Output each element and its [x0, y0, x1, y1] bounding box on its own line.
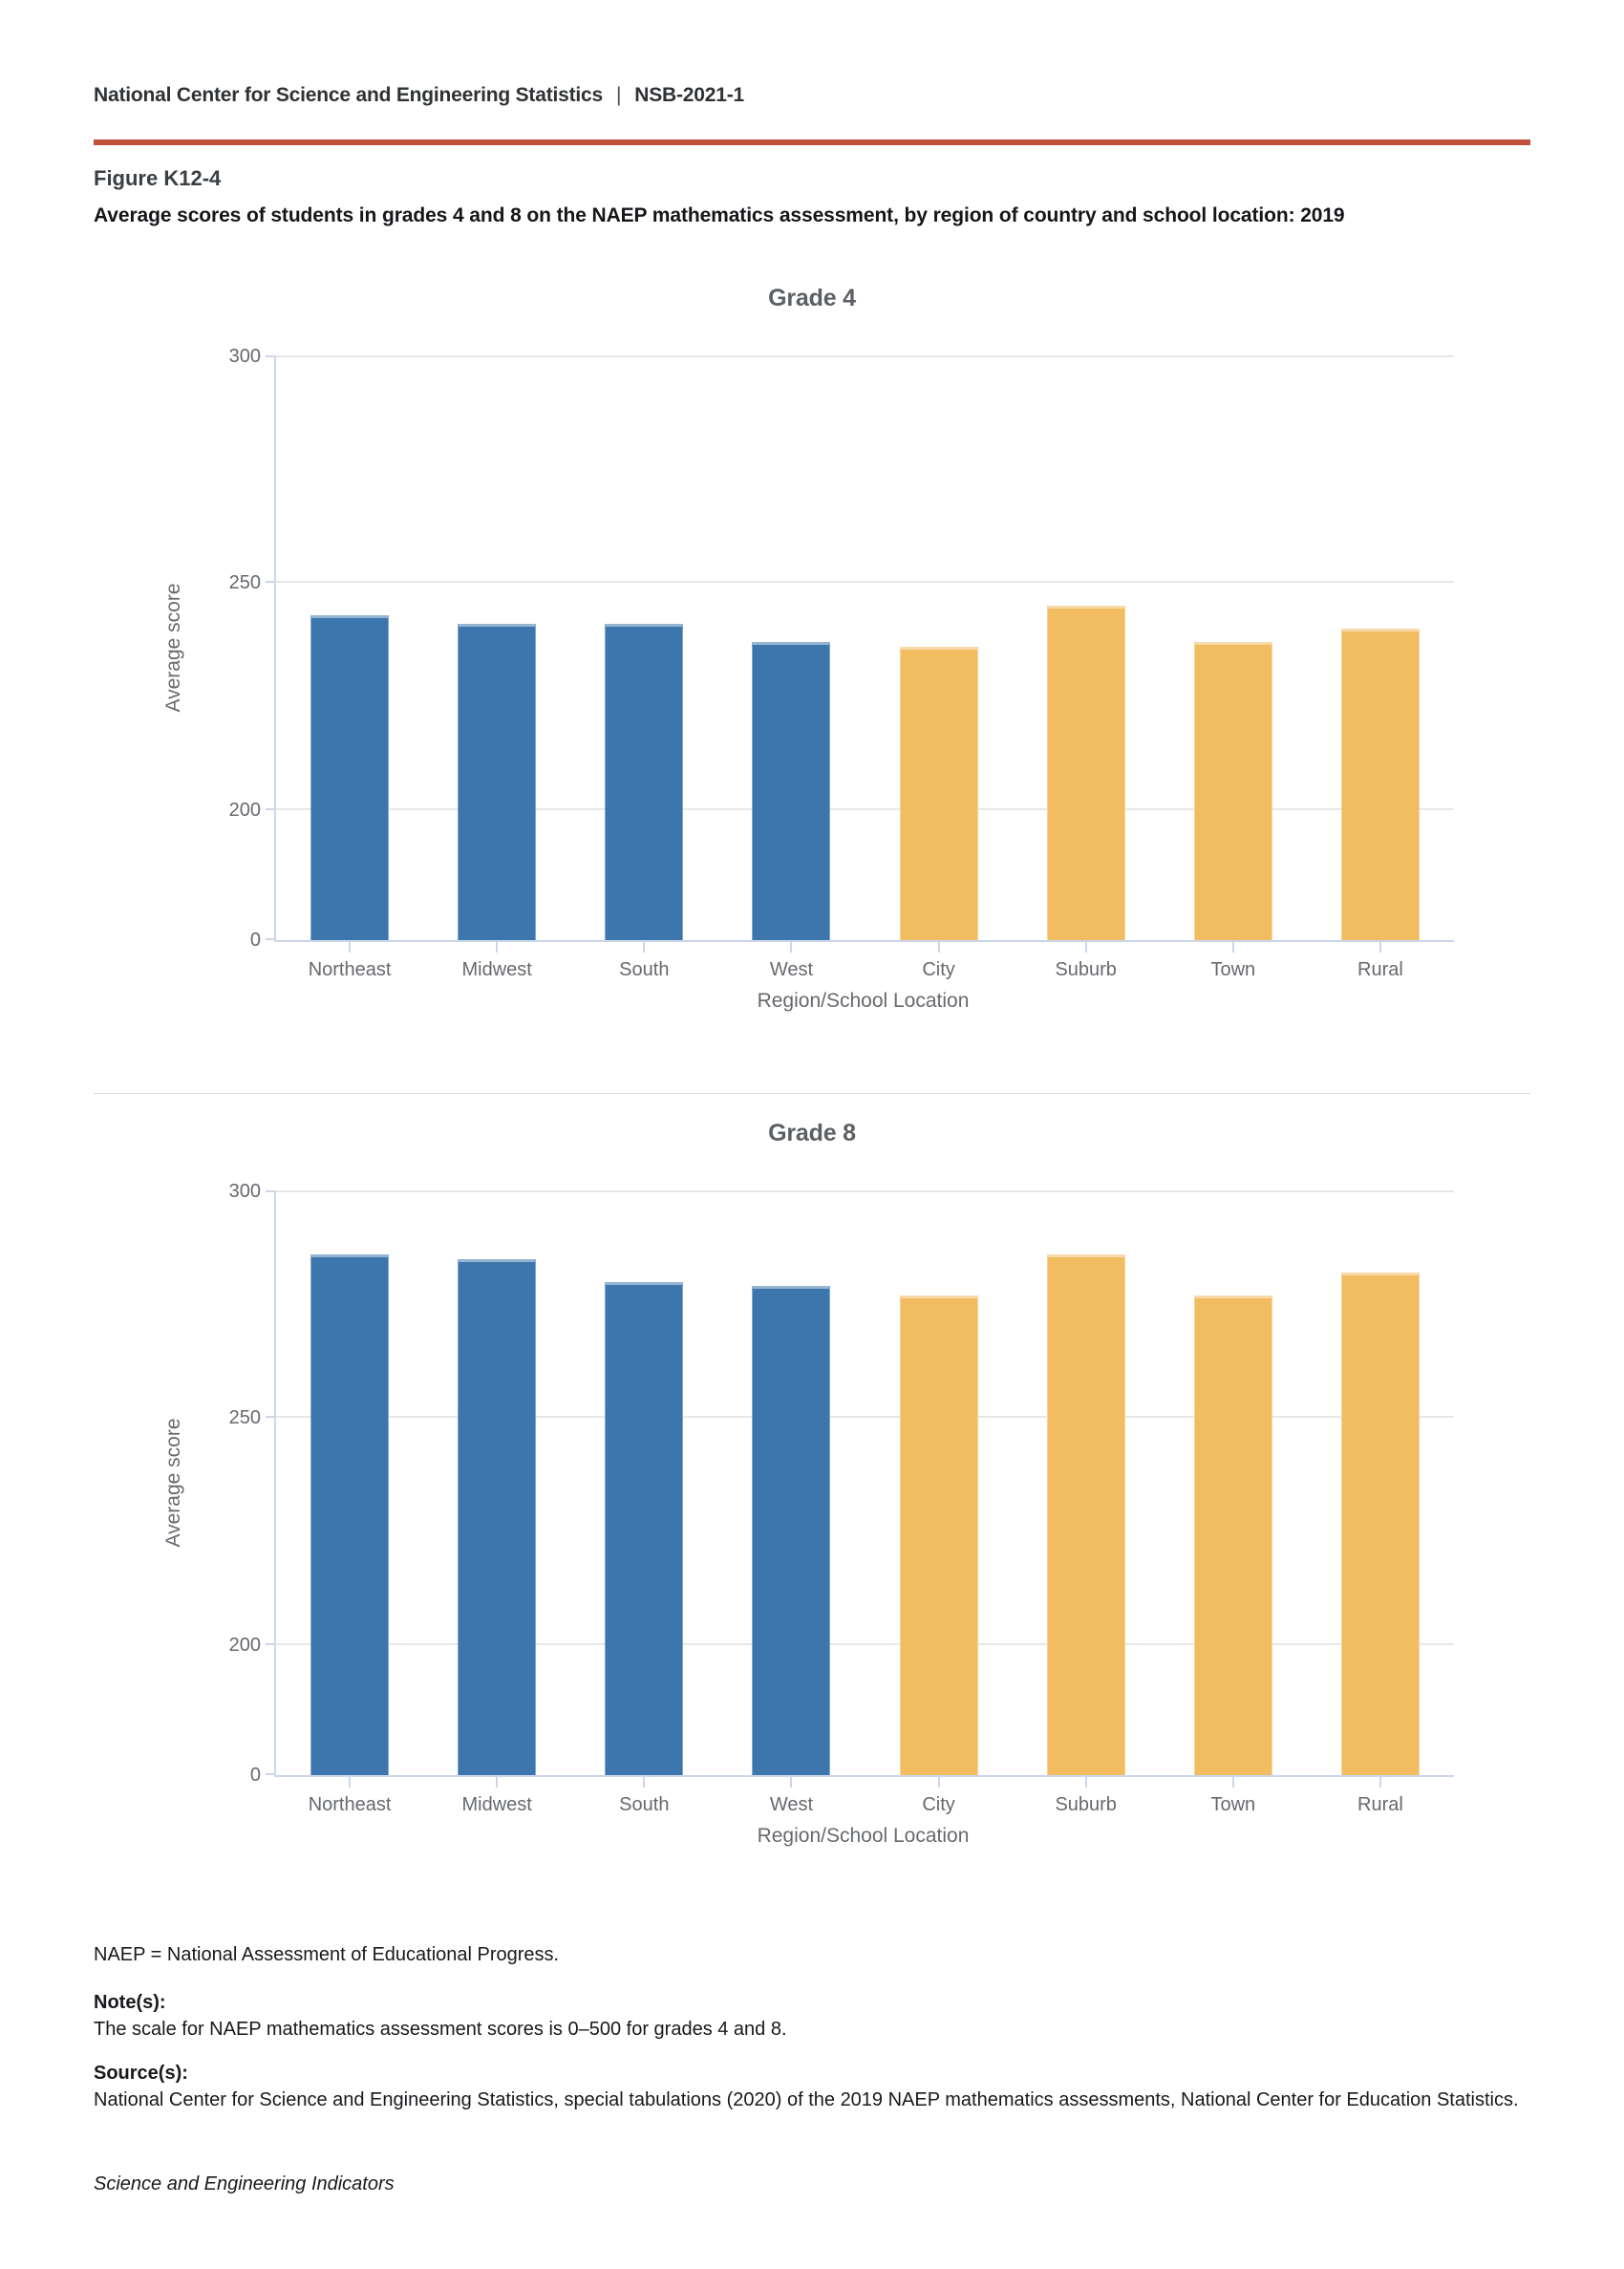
bar-town[interactable]	[1193, 642, 1272, 940]
y-tick-mark	[266, 808, 274, 810]
bar-midwest[interactable]	[458, 1258, 537, 1775]
x-tick-label-city: City	[922, 1794, 955, 1815]
chart-title-grade4: Grade 4	[768, 285, 856, 311]
header-report-id: NSB-2021-1	[634, 84, 744, 106]
x-tick-label-rural: Rural	[1357, 1794, 1403, 1815]
bar-city[interactable]	[899, 1295, 978, 1775]
gridline-200	[276, 1643, 1454, 1645]
notes-text: The scale for NAEP mathematics assessmen…	[94, 2019, 787, 2040]
document-header: National Center for Science and Engineer…	[94, 84, 1530, 107]
plot-area: 0 200 250 300 Northeast Midwest South West City S…	[229, 1181, 1454, 1815]
gridline-300	[276, 355, 1454, 357]
y-tick-mark	[266, 1416, 274, 1419]
x-tick-mark	[1084, 940, 1087, 953]
gridline-250	[276, 581, 1454, 584]
x-tick-mark	[643, 1775, 646, 1787]
x-tick-label-northeast: Northeast	[308, 959, 392, 980]
source-label: Source(s):	[94, 2063, 188, 2084]
abbreviation-note: NAEP = National Assessment of Educationa…	[94, 1944, 560, 1965]
y-tick-mark	[266, 938, 274, 940]
figure-label: Figure K12-4	[94, 166, 222, 190]
bar-suburb[interactable]	[1046, 1254, 1125, 1775]
x-tick-mark	[1231, 1775, 1234, 1787]
notes-label: Note(s):	[94, 1992, 166, 2013]
x-tick-label-northeast: Northeast	[308, 1794, 392, 1815]
x-tick-label-town: Town	[1210, 959, 1256, 980]
bar-northeast[interactable]	[310, 614, 390, 940]
chart-divider	[94, 1093, 1530, 1094]
gridline-200	[276, 808, 1454, 810]
bar-rural[interactable]	[1340, 628, 1420, 940]
y-tick-mark	[266, 1643, 274, 1645]
x-axis-title: Region/School Location	[757, 1825, 970, 1847]
x-tick-mark	[937, 1775, 940, 1787]
grade4-chart: Grade 4 Average score 0 200 250 300 Northeas…	[94, 277, 1530, 1041]
y-tick-label: 250	[228, 1407, 261, 1429]
bar-west[interactable]	[752, 642, 831, 940]
y-tick-label: 300	[228, 345, 261, 367]
y-tick-label: 0	[249, 1765, 261, 1786]
figure-title: Average scores of students in grades 4 a…	[94, 204, 1345, 226]
x-tick-label-town: Town	[1210, 1794, 1256, 1815]
y-tick-mark	[266, 355, 274, 357]
x-tick-mark	[643, 940, 646, 953]
header-accent-rule	[94, 139, 1530, 145]
y-tick-label: 0	[249, 930, 261, 951]
x-tick-label-south: South	[619, 1794, 670, 1815]
bar-city[interactable]	[899, 646, 978, 940]
chart-title-grade8: Grade 8	[768, 1120, 856, 1146]
x-tick-mark	[790, 940, 793, 953]
y-tick-label: 300	[228, 1180, 261, 1202]
gridline-250	[276, 1416, 1454, 1419]
bar-town[interactable]	[1193, 1295, 1272, 1775]
x-tick-mark	[937, 940, 940, 953]
bar-suburb[interactable]	[1046, 606, 1125, 940]
x-tick-label-city: City	[922, 959, 955, 980]
y-tick-label: 200	[228, 1635, 261, 1656]
source-text: National Center for Science and Engineer…	[94, 2089, 1519, 2110]
x-tick-mark	[1084, 1775, 1087, 1787]
x-tick-mark	[349, 940, 352, 953]
x-tick-mark	[1378, 940, 1381, 953]
attribution: Science and Engineering Indicators	[94, 2173, 395, 2194]
x-tick-label-west: West	[769, 959, 814, 980]
bar-south[interactable]	[605, 1281, 684, 1775]
y-tick-label: 250	[228, 572, 261, 594]
x-tick-mark	[1378, 1775, 1381, 1787]
bar-west[interactable]	[752, 1286, 831, 1775]
x-tick-label-west: West	[769, 1794, 814, 1815]
y-tick-mark	[266, 1190, 274, 1192]
x-tick-mark	[1231, 940, 1234, 953]
y-tick-mark	[266, 1773, 274, 1775]
x-tick-mark	[496, 940, 499, 953]
x-tick-label-suburb: Suburb	[1055, 959, 1117, 980]
header-separator: |	[616, 84, 622, 106]
gridline-300	[276, 1190, 1454, 1192]
x-tick-label-rural: Rural	[1357, 959, 1403, 980]
x-tick-mark	[496, 1775, 499, 1787]
x-tick-mark	[349, 1775, 352, 1787]
x-tick-mark	[790, 1775, 793, 1787]
y-tick-mark	[266, 581, 274, 584]
bar-northeast[interactable]	[310, 1254, 390, 1775]
grade8-chart: Grade 8 Average score 0 200 250 300 Northeas…	[94, 1112, 1530, 1876]
y-tick-label: 200	[228, 800, 261, 821]
x-tick-label-south: South	[619, 959, 670, 980]
x-tick-label-midwest: Midwest	[461, 959, 532, 980]
x-tick-label-midwest: Midwest	[461, 1794, 532, 1815]
header-org-name: National Center for Science and Engineer…	[94, 84, 603, 106]
x-tick-label-suburb: Suburb	[1055, 1794, 1117, 1815]
bar-midwest[interactable]	[458, 624, 537, 940]
x-axis-title: Region/School Location	[757, 990, 970, 1012]
bar-south[interactable]	[605, 624, 684, 940]
bar-rural[interactable]	[1340, 1273, 1420, 1775]
plot-area: 0 200 250 300 Northeast Midwest South West City S…	[229, 346, 1454, 980]
